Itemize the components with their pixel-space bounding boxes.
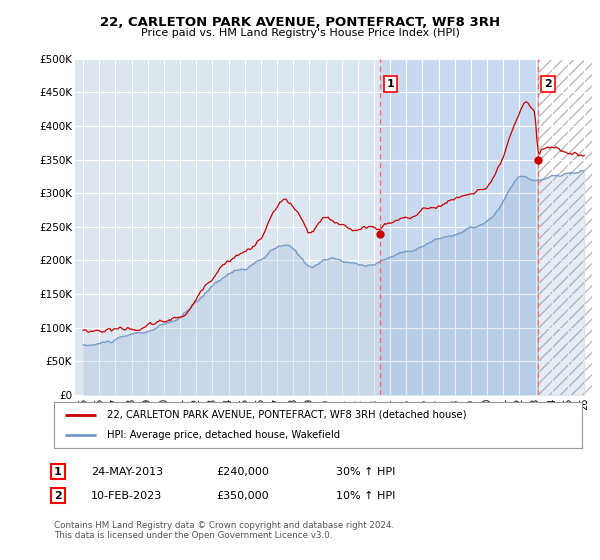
Bar: [538, 59, 592, 395]
Text: Price paid vs. HM Land Registry's House Price Index (HPI): Price paid vs. HM Land Registry's House …: [140, 28, 460, 38]
Text: 10% ↑ HPI: 10% ↑ HPI: [336, 491, 395, 501]
Text: HPI: Average price, detached house, Wakefield: HPI: Average price, detached house, Wake…: [107, 430, 340, 440]
Text: 2: 2: [544, 79, 552, 89]
Text: 10-FEB-2023: 10-FEB-2023: [91, 491, 163, 501]
Text: 1: 1: [386, 79, 394, 89]
Bar: [538, 59, 592, 395]
Bar: [380, 59, 538, 395]
Text: 24-MAY-2013: 24-MAY-2013: [91, 466, 163, 477]
Text: Contains HM Land Registry data © Crown copyright and database right 2024.
This d: Contains HM Land Registry data © Crown c…: [54, 521, 394, 540]
Text: £240,000: £240,000: [216, 466, 269, 477]
Text: 30% ↑ HPI: 30% ↑ HPI: [336, 466, 395, 477]
Text: 2: 2: [54, 491, 62, 501]
Text: £350,000: £350,000: [216, 491, 269, 501]
Text: 22, CARLETON PARK AVENUE, PONTEFRACT, WF8 3RH (detached house): 22, CARLETON PARK AVENUE, PONTEFRACT, WF…: [107, 410, 466, 420]
Text: 22, CARLETON PARK AVENUE, PONTEFRACT, WF8 3RH: 22, CARLETON PARK AVENUE, PONTEFRACT, WF…: [100, 16, 500, 29]
Text: 1: 1: [54, 466, 62, 477]
